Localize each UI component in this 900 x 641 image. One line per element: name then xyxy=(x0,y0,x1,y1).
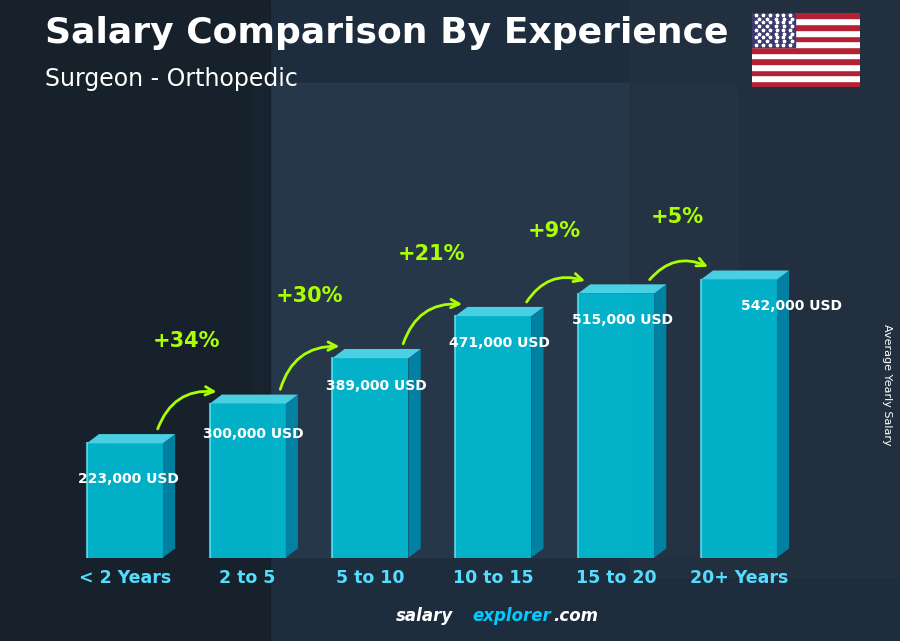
Polygon shape xyxy=(332,358,409,558)
Bar xyxy=(752,41,860,47)
Polygon shape xyxy=(531,307,544,558)
Polygon shape xyxy=(86,444,163,558)
Polygon shape xyxy=(777,271,789,558)
Text: +21%: +21% xyxy=(398,244,465,263)
Polygon shape xyxy=(654,285,666,558)
Text: 300,000 USD: 300,000 USD xyxy=(203,427,304,441)
Bar xyxy=(752,13,860,19)
Text: +30%: +30% xyxy=(275,286,343,306)
Bar xyxy=(0,0,270,641)
Bar xyxy=(752,58,860,64)
Bar xyxy=(752,35,860,41)
Bar xyxy=(630,0,900,577)
Bar xyxy=(752,69,860,75)
Text: salary: salary xyxy=(396,607,454,625)
Bar xyxy=(752,19,860,24)
Polygon shape xyxy=(578,285,666,294)
Polygon shape xyxy=(409,349,420,558)
Text: +9%: +9% xyxy=(528,221,581,241)
Polygon shape xyxy=(285,395,298,558)
Text: Average Yearly Salary: Average Yearly Salary xyxy=(881,324,892,445)
Bar xyxy=(752,53,860,58)
Polygon shape xyxy=(455,316,531,558)
Polygon shape xyxy=(210,404,285,558)
Polygon shape xyxy=(86,434,176,444)
Bar xyxy=(752,64,860,69)
FancyBboxPatch shape xyxy=(252,83,738,558)
Bar xyxy=(752,75,860,81)
Polygon shape xyxy=(701,271,789,279)
Text: explorer: explorer xyxy=(472,607,551,625)
Polygon shape xyxy=(455,307,544,316)
Polygon shape xyxy=(210,395,298,404)
Text: +5%: +5% xyxy=(651,207,704,227)
Text: Salary Comparison By Experience: Salary Comparison By Experience xyxy=(45,16,728,50)
Bar xyxy=(752,24,860,30)
Text: 389,000 USD: 389,000 USD xyxy=(326,379,427,393)
Bar xyxy=(752,30,860,35)
Polygon shape xyxy=(701,279,777,558)
Bar xyxy=(752,13,795,47)
Polygon shape xyxy=(578,294,654,558)
Text: 471,000 USD: 471,000 USD xyxy=(449,336,550,349)
Polygon shape xyxy=(332,349,420,358)
Polygon shape xyxy=(163,434,176,558)
Text: Surgeon - Orthopedic: Surgeon - Orthopedic xyxy=(45,67,298,91)
Bar xyxy=(752,81,860,87)
Text: .com: .com xyxy=(554,607,598,625)
Bar xyxy=(752,47,860,53)
Text: 515,000 USD: 515,000 USD xyxy=(572,313,673,327)
Text: 542,000 USD: 542,000 USD xyxy=(742,299,842,313)
Text: +34%: +34% xyxy=(152,331,220,351)
Text: 223,000 USD: 223,000 USD xyxy=(78,472,179,485)
